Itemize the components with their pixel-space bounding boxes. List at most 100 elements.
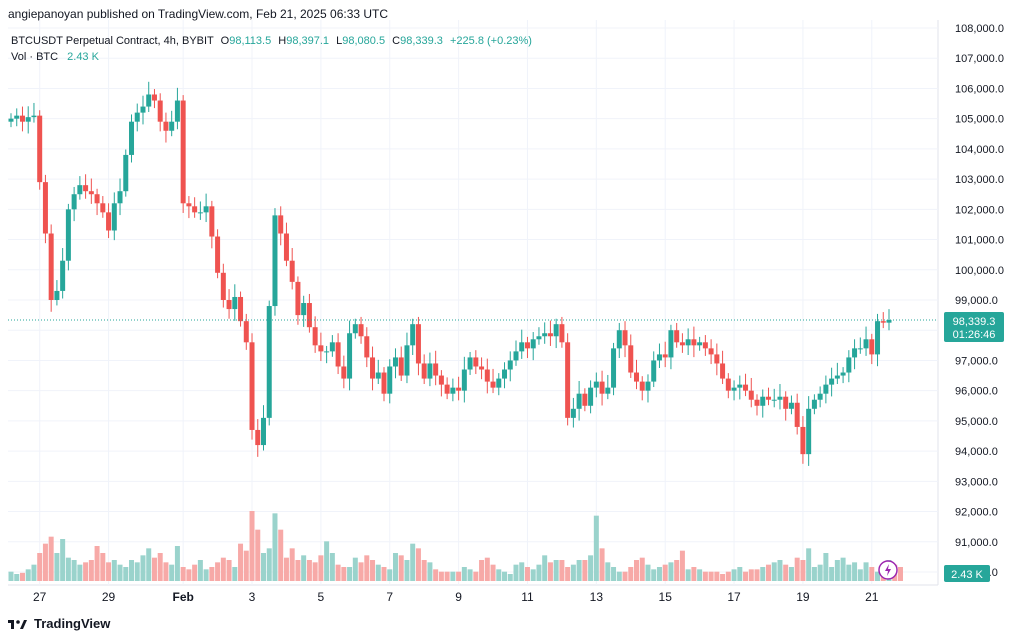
candle-body	[306, 303, 312, 328]
candle-body	[829, 378, 835, 385]
volume-bar	[358, 562, 364, 581]
candle-body	[570, 408, 576, 418]
volume-bar	[215, 562, 221, 581]
legend-high-label: H	[278, 35, 286, 47]
legend-close-value: 98,339.3	[400, 35, 443, 47]
volume-bar	[634, 560, 640, 581]
price-tick-label: 97,000.0	[955, 355, 998, 367]
candle-body	[301, 303, 307, 316]
candle-body	[777, 396, 783, 400]
volume-bar	[88, 560, 94, 581]
candle-body	[25, 117, 31, 122]
candle-body	[48, 233, 54, 300]
legend-change: +225.8 (+0.23%)	[450, 35, 532, 47]
volume-bar	[611, 567, 617, 581]
volume-bar	[651, 569, 657, 581]
volume-bar	[714, 571, 720, 581]
time-tick-label: 11	[521, 590, 534, 604]
time-tick-label: 9	[455, 590, 462, 604]
volume-bar	[398, 555, 404, 581]
time-tick-label: 29	[102, 590, 116, 604]
legend-symbol: BTCUSDT Perpetual Contract, 4h, BYBIT	[11, 35, 214, 47]
volume-bar	[106, 562, 112, 581]
candle-body	[226, 300, 232, 310]
time-tick-label: 13	[590, 590, 604, 604]
candle-body	[404, 345, 410, 376]
volume-bar	[496, 569, 502, 581]
candle-body	[174, 100, 180, 122]
volume-bar	[65, 557, 71, 581]
candle-body	[496, 378, 502, 388]
volume-bar	[777, 560, 783, 581]
price-tick-label: 99,000.0	[955, 295, 998, 307]
candle-body	[765, 396, 771, 400]
candle-body	[880, 321, 886, 323]
candle-body	[869, 339, 875, 355]
volume-bar	[530, 569, 536, 581]
candle-body	[484, 369, 490, 382]
volume-bar	[146, 548, 152, 581]
candle-body	[232, 296, 238, 310]
footer-brand: TradingView	[34, 616, 111, 631]
volume-tag	[944, 565, 990, 582]
price-axis: 108,000.0 107,000.0 106,000.0 105,000.0 104,…	[955, 23, 1004, 579]
volume-bars	[8, 511, 903, 581]
candle-body	[249, 342, 255, 430]
volume-bar	[375, 564, 381, 581]
candle-body	[490, 381, 496, 388]
candle-body	[645, 381, 651, 391]
volume-bar	[685, 569, 691, 581]
candle-body	[77, 185, 83, 195]
volume-bar	[174, 546, 180, 581]
volume-bar	[502, 571, 508, 581]
candle-body	[146, 94, 152, 107]
legend-low-label: L	[336, 35, 342, 47]
legend-close-label: C	[392, 35, 400, 47]
time-tick-label: 7	[386, 590, 393, 604]
candle-body	[639, 381, 645, 391]
volume-bar	[834, 560, 840, 581]
price-tick-label: 96,000.0	[955, 386, 998, 398]
volume-bar	[519, 562, 525, 581]
volume-bar	[232, 567, 238, 581]
volume-bar	[811, 567, 817, 581]
candle-body	[599, 381, 605, 394]
candle-body	[536, 336, 542, 340]
volume-bar	[111, 560, 117, 581]
volume-bar	[444, 571, 450, 581]
candle-body	[197, 212, 203, 214]
candle-body	[180, 100, 186, 204]
volume-bar	[421, 560, 427, 581]
price-tick-label: 108,000.0	[955, 23, 1004, 35]
price-tick-label: 95,000.0	[955, 416, 998, 428]
legend-open-value: 98,113.5	[229, 35, 271, 47]
candle-body	[71, 194, 77, 210]
candle-body	[415, 324, 421, 364]
footer: TradingView	[8, 616, 110, 631]
volume-bar	[817, 564, 823, 581]
volume-bar	[536, 564, 542, 581]
time-tick-label: Feb	[172, 590, 193, 604]
candle-body	[524, 342, 530, 349]
candle-body	[272, 215, 278, 307]
volume-bar	[576, 560, 582, 581]
candle-body	[14, 115, 20, 119]
svg-text:Vol · BTC 2.43 K: Vol · BTC 2.43 K	[11, 51, 100, 63]
volume-bar	[318, 555, 324, 581]
volume-bar	[31, 564, 37, 581]
candle-body	[364, 336, 370, 358]
candle-body	[278, 215, 284, 234]
volume-bar	[823, 553, 829, 581]
volume-bar	[243, 550, 249, 581]
candle-body	[863, 339, 869, 349]
candle-body	[243, 321, 249, 343]
volume-bar	[593, 515, 599, 581]
candle-body	[427, 363, 433, 379]
legend-low-value: 98,080.5	[342, 35, 385, 47]
volume-bar	[387, 569, 393, 581]
candle-body	[593, 381, 599, 388]
candle-body	[358, 324, 364, 337]
candle-body	[656, 354, 662, 361]
volume-bar	[605, 562, 611, 581]
